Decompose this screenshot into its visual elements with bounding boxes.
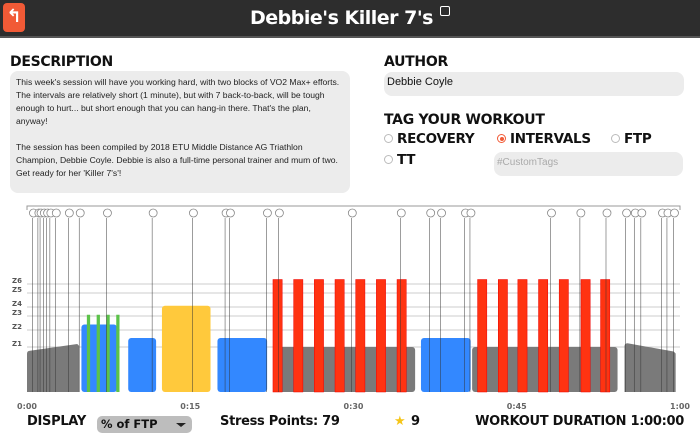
comment-bubble-icon [51,208,61,218]
display-dropdown[interactable]: % of FTP [97,416,192,433]
effort-bar [272,279,283,393]
zone-label-z1: Z1 [12,340,22,348]
workout-title: Debbie's Killer 7's [250,7,433,29]
x-tick-label: 0:00 [17,402,37,411]
interval-block [128,338,157,392]
interval-block [217,338,268,392]
stress-points: Stress Points: 79 [220,414,340,429]
comment-bubble-icon [64,208,74,218]
comment-bubble-icon [576,208,586,218]
ramp-segment [624,343,676,392]
display-label: DISPLAY [27,414,86,429]
comment-bubble-icon [437,208,446,218]
description-heading: DESCRIPTION [10,54,113,70]
description-para-1: This week's session will have you workin… [16,77,340,126]
x-tick-label: 0:15 [180,402,201,411]
effort-bar [396,279,407,393]
ramp-segment [27,344,80,392]
chart-frame [26,205,681,210]
x-tick-label: 0:30 [343,402,364,411]
effort-bar [96,314,100,392]
zone-label-z4: Z4 [12,300,22,308]
description-textarea[interactable]: This week's session will have you workin… [10,71,350,193]
effort-bar [334,279,345,393]
interval-block [161,305,211,392]
effort-bar [106,314,110,392]
radio-icon[interactable] [384,134,393,143]
interval-block [420,338,471,392]
workout-duration: WORKOUT DURATION 1:00:00 [475,414,684,429]
author-heading: AUTHOR [384,54,448,70]
comment-bubble-icon [189,208,198,218]
tag-ftp[interactable]: FTP [611,131,652,147]
tag-recovery[interactable]: RECOVERY [384,131,475,147]
tag-label: INTERVALS [510,131,591,147]
tag-label: RECOVERY [397,131,475,147]
zone-label-z6: Z6 [12,277,22,285]
comment-bubble-icon [637,208,647,218]
zone-label-z3: Z3 [12,309,22,317]
edit-icon[interactable] [439,6,450,16]
effort-bar [116,314,120,392]
comment-bubble-icon [466,208,476,218]
effort-bar [376,279,386,393]
comment-bubble-icon [426,208,436,218]
tag-intervals[interactable]: INTERVALS [497,131,591,147]
effort-bar [580,279,591,393]
comment-bubble-icon [602,208,612,218]
tag-label: FTP [624,131,652,147]
zone-label-z2: Z2 [12,323,22,331]
effort-bar [355,279,366,393]
header-bar: ↰ Debbie's Killer 7's [0,0,700,38]
comment-bubble-icon [263,208,272,218]
comment-bubble-icon [547,208,556,218]
comment-bubble-icon [275,208,284,218]
chevron-down-icon [176,423,186,427]
effort-bar [86,314,91,392]
display-value: % of FTP [101,417,158,431]
comment-bubble-icon [622,208,631,218]
effort-bar [497,279,508,393]
radio-icon[interactable] [611,134,620,143]
effort-bar [477,279,488,393]
x-tick-label: 0:45 [506,402,527,411]
tag-label: TT [397,152,416,168]
effort-bar [314,279,324,393]
effort-bar [293,279,304,393]
comment-bubble-icon [396,208,406,218]
back-arrow-icon[interactable]: ↰ [3,3,25,32]
tag-heading: TAG YOUR WORKOUT [384,112,545,128]
radio-icon[interactable] [384,155,393,164]
comment-bubble-icon [148,208,158,218]
comment-bubble-icon [103,208,112,218]
comment-bubble-icon [75,208,85,218]
effort-bar [600,279,611,393]
zone-label-z5: Z5 [12,286,22,294]
effort-bar [558,279,569,393]
radio-selected-icon[interactable] [497,134,506,143]
star-icon: ★ [394,414,406,429]
comment-bubble-icon [670,208,679,218]
star-count: 9 [411,414,420,429]
author-field[interactable]: Debbie Coyle [384,72,684,96]
comment-bubble-icon [226,208,235,218]
comment-bubble-icon [347,208,357,218]
tag-tt[interactable]: TT [384,152,415,168]
effort-bar [538,279,549,393]
effort-bar [517,279,528,393]
custom-tags-input[interactable]: #CustomTags [494,152,683,176]
description-para-2: The session has been compiled by 2018 ET… [16,142,338,178]
x-tick-label: 1:00 [670,402,690,411]
page-title: Debbie's Killer 7's [0,6,700,29]
